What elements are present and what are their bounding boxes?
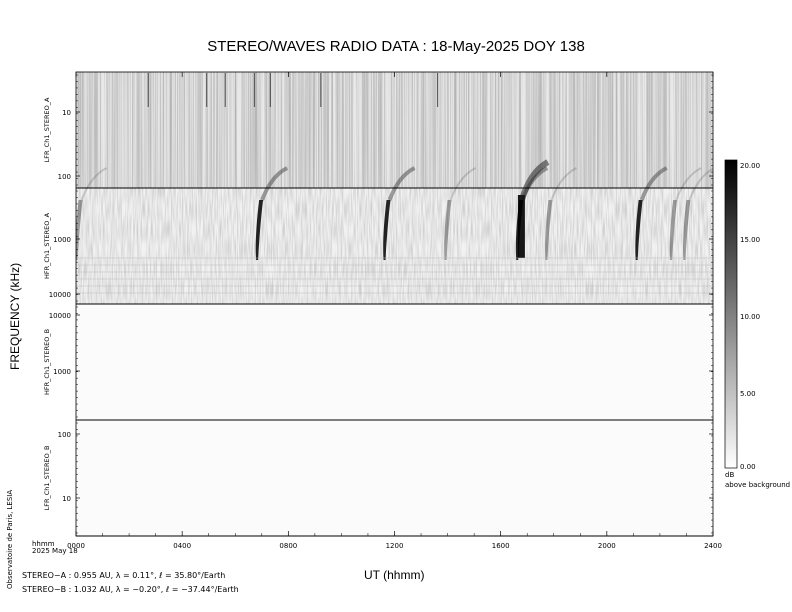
x-tick-label: 1600 [492,542,510,550]
burst-lfr-tail [688,167,713,201]
colorbar-tick-label: 0.00 [740,463,756,471]
stereo-b-ephemeris: STEREO−B : 1.032 AU, λ = −0.20°, ℓ = −37… [22,585,239,594]
burst-hfr-streak [444,200,452,260]
burst-lfr-tail [519,159,550,201]
colorbar: 20.00 15.00 10.00 5.00 0.00 dB above backgro… [724,159,790,489]
lfr-spike [269,73,271,107]
x-tick-label: 1200 [386,542,404,550]
x-tick-label: 2400 [704,542,722,550]
y-tick-label: 10000 [49,312,71,320]
panel-bg [76,420,713,536]
type-iii-burst [255,166,289,260]
lfr-spike [224,73,226,107]
x-tick-label: 0000 [67,542,85,550]
burst-hfr-streak [635,200,643,260]
colorbar-tick-label: 5.00 [740,390,756,398]
panel-label: HFR_Ch1_STEREO_A [43,212,51,279]
colorbar-tick-label: 20.00 [740,162,760,170]
burst-lfr-tail [387,166,416,201]
x-axis-label: UT (hhmm) [364,568,425,582]
stereo-a-ephemeris: STEREO−A : 0.955 AU, λ = 0.11°, ℓ = 35.8… [22,571,226,580]
panel-group [76,72,713,536]
lfr-spike [206,73,208,107]
type-iii-burst [444,167,477,260]
burst-hfr-streak [683,200,691,260]
panel-bg [76,304,713,420]
chart-title: STEREO/WAVES RADIO DATA : 18-May-2025 DO… [207,38,585,55]
burst-lfr-tail [260,166,289,201]
lfr-spike [253,73,256,107]
colorbar-tick-label: 10.00 [740,313,760,321]
type-iii-burst [545,167,577,260]
y-tick-label: 10000 [49,291,71,299]
lfr-spike [436,73,439,107]
x-unit-label: hhmm [32,540,55,548]
type-iii-burst [669,167,702,260]
x-tick-label: 2000 [598,542,616,550]
lfr-spike [147,73,149,107]
burst-lfr-tail [675,167,702,201]
y-tick-label: 10 [62,495,71,503]
burst-hfr-streak [669,200,678,260]
axes-layer: 10 100 LFR_Ch1_STEREO_A 1000 10000 HFR_Ch1_ST… [43,71,722,550]
burst-hfr-streak [76,200,83,260]
y-tick-label: 10 [62,109,71,117]
y-tick-label: 100 [58,173,71,181]
x-tick-label: 0800 [279,542,297,550]
type-iii-burst [383,166,416,260]
colorbar-gradient [724,159,738,469]
panel-noise [76,72,713,188]
burst-lfr-tail [550,167,577,201]
panel-label: LFR_Ch1_STEREO_B [43,446,51,511]
type-iii-burst [635,166,668,260]
burst-lfr-tail [449,167,477,201]
lfr-spike [320,73,322,107]
burst-lfr-tail [639,166,668,201]
burst-hfr-streak [255,200,264,260]
burst-core [517,195,525,258]
burst-hfr-streak [545,200,553,260]
burst-hfr-streak [383,200,391,260]
colorbar-tick-label: 15.00 [740,236,760,244]
burst-lfr-tail [80,167,108,201]
burst-layer [76,73,713,294]
type-iii-burst [683,167,713,260]
y-tick-label: 100 [58,431,71,439]
panel-label: HFR_Ch1_STEREO_B [43,329,51,395]
date-label: 2025 May 18 [32,547,78,555]
colorbar-note: above background [725,481,790,489]
panel-noise [76,188,713,304]
y-tick-label: 1000 [53,368,71,376]
panel-label: LFR_Ch1_STEREO_A [43,97,51,162]
x-tick-label: 0400 [173,542,191,550]
y-tick-label: 1000 [53,236,71,244]
colorbar-unit: dB [725,471,734,479]
type-iii-burst [76,167,108,260]
